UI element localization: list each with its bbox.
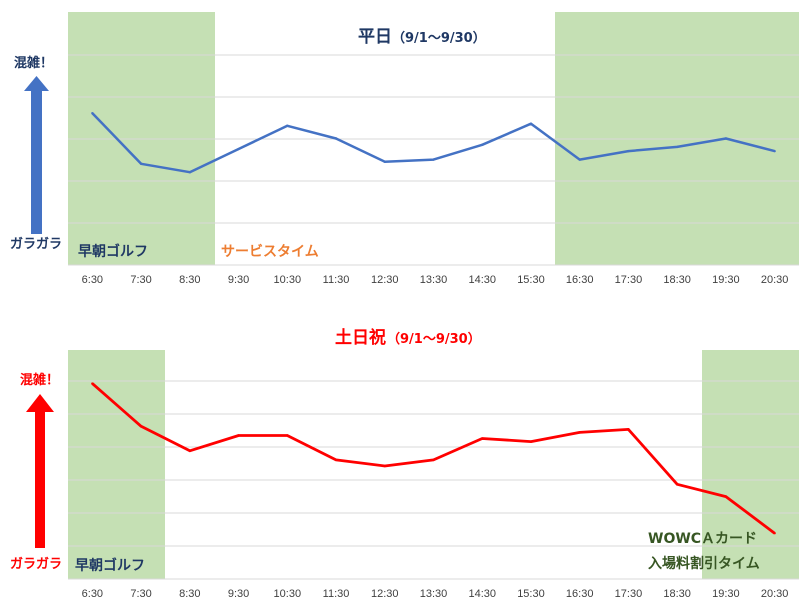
weekday-x-tick-label: 9:30 [228,274,249,286]
weekend-plot-area [68,350,799,579]
weekday-data-point [432,158,435,161]
weekday-data-point [91,112,94,115]
weekend-chart-subtitle: （9/1～9/30） [387,331,481,347]
weekend-x-ticks: 6:30 7:30 8:30 9:30 10:30 11:30 12:30 13:30 14:3… [82,588,789,600]
weekday-chart: 平日 （9/1～9/30） 早朝ゴルフ サービスタイム 6:30 7:30 8:30… [10,12,799,286]
weekend-data-point [188,449,192,452]
weekend-chart: 土日祝 （9/1～9/30） 早朝ゴルフ WOWCＡカード 入場料割引タイム 6… [10,327,799,600]
weekend-zone-evening-label-line1: WOWCＡカード [648,531,757,547]
weekend-x-tick-label: 19:30 [712,588,740,600]
weekend-x-tick-label: 9:30 [228,588,249,600]
weekday-x-tick-label: 20:30 [761,274,789,286]
weekend-zone-evening [702,350,799,579]
weekday-x-tick-label: 8:30 [179,274,200,286]
weekday-x-tick-label: 10:30 [274,274,302,286]
weekend-zone-evening-label-line2: 入場料割引タイム [648,555,760,572]
weekend-data-point [578,431,581,434]
weekend-x-tick-label: 16:30 [566,588,594,600]
weekend-data-point [627,428,630,431]
weekday-data-point [188,171,192,174]
weekend-x-tick-label: 12:30 [371,588,399,600]
weekday-data-point [578,158,581,161]
weekend-x-tick-label: 6:30 [82,588,103,600]
weekday-x-tick-label: 15:30 [517,274,545,286]
weekday-arrow-head-icon [24,76,49,91]
weekend-y-top-label: 混雑！ [20,372,59,388]
weekday-y-top-label: 混雑！ [14,55,53,71]
weekday-zone-service-label: サービスタイム [221,244,319,260]
weekend-data-point [91,382,94,385]
weekday-arrow-shaft [31,88,42,234]
weekday-data-point [237,147,240,151]
weekend-x-tick-label: 10:30 [274,588,302,600]
weekend-data-point [139,425,143,428]
weekend-arrow-shaft [35,408,45,548]
weekday-data-point [529,122,533,125]
weekend-x-tick-label: 7:30 [130,588,151,600]
weekday-x-tick-label: 18:30 [663,274,691,286]
weekday-x-ticks: 6:30 7:30 8:30 9:30 10:30 11:30 12:30 13:30 14:3… [82,274,789,286]
weekday-data-point [286,124,289,128]
weekend-x-tick-label: 20:30 [761,588,789,600]
weekday-x-tick-label: 7:30 [130,274,151,286]
weekend-data-point [432,458,435,462]
weekday-x-tick-label: 12:30 [371,274,399,286]
weekday-x-tick-label: 19:30 [712,274,740,286]
weekend-data-point [724,495,728,498]
weekend-data-point [334,458,338,462]
weekday-x-tick-label: 11:30 [323,274,350,286]
weekend-y-bottom-label: ガラガラ [10,557,62,572]
weekend-data-point [286,434,289,437]
weekday-y-bottom-label: ガラガラ [10,237,62,252]
weekday-data-point [383,160,386,163]
weekday-data-point [481,143,484,147]
weekend-data-point [675,483,679,486]
weekend-x-tick-label: 11:30 [323,588,350,600]
weekend-zone-early-label: 早朝ゴルフ [75,557,145,574]
weekend-zone-early [68,350,165,579]
weekend-x-tick-label: 15:30 [517,588,545,600]
weekday-x-tick-label: 16:30 [566,274,594,286]
weekday-x-tick-label: 17:30 [615,274,643,286]
weekend-data-point [481,437,484,440]
weekend-x-tick-label: 14:30 [468,588,496,600]
weekend-x-tick-label: 8:30 [179,588,200,600]
weekday-x-tick-label: 13:30 [420,274,448,286]
weekday-gridlines [68,54,799,224]
weekday-data-point [675,145,679,149]
weekday-chart-title: 平日 [358,27,392,47]
weekday-x-tick-label: 6:30 [82,274,103,286]
weekday-x-tick-label: 14:30 [468,274,496,286]
weekday-data-point [773,149,776,153]
weekday-data-point [139,162,143,165]
weekend-data-point [773,532,776,535]
weekend-x-tick-label: 17:30 [615,588,643,600]
weekend-chart-title: 土日祝 [335,327,386,348]
weekday-data-point [724,137,728,140]
weekend-data-point [383,464,386,468]
weekend-data-point [237,434,240,437]
weekday-data-point [334,137,338,140]
weekend-x-tick-label: 18:30 [663,588,691,600]
weekend-gridlines [68,380,799,547]
weekday-data-point [627,149,630,153]
weekday-zone-early-label: 早朝ゴルフ [78,243,148,260]
weekend-data-point [529,440,533,443]
weekday-chart-subtitle: （9/1～9/30） [392,30,486,46]
weekend-x-tick-label: 13:30 [420,588,448,600]
weekend-arrow-head-icon [26,394,54,412]
